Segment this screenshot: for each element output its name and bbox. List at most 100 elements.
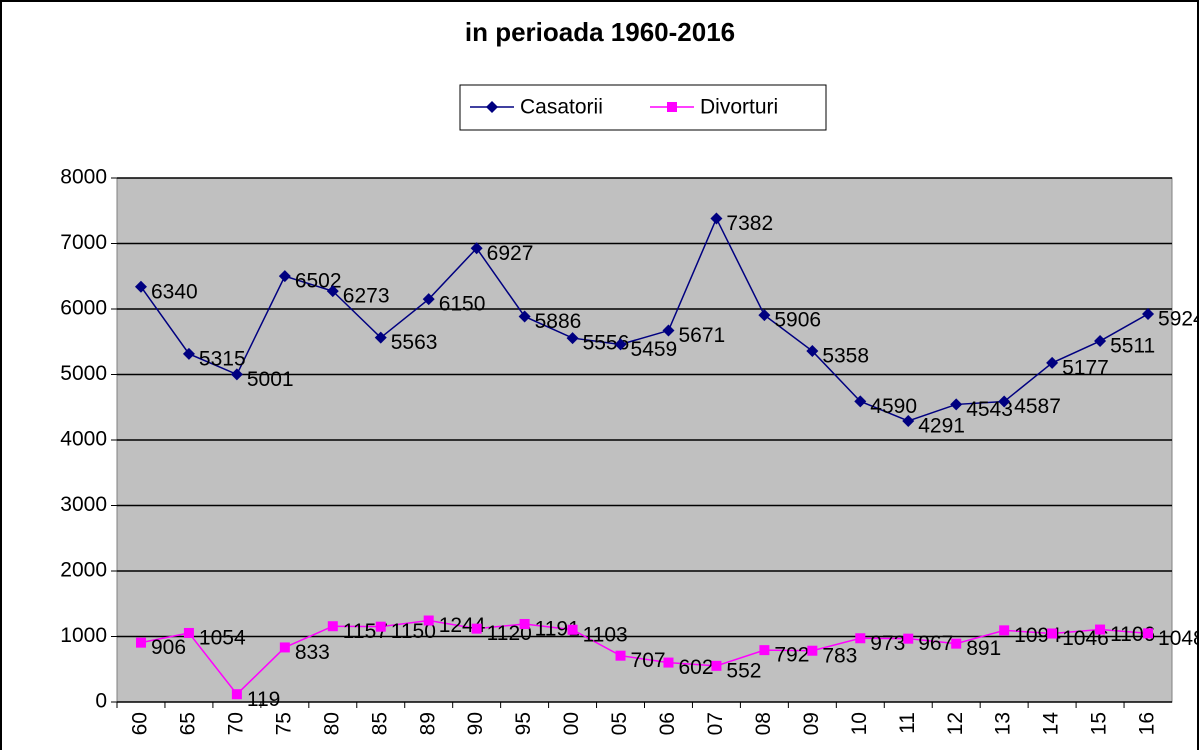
data-label: 783 [822,644,857,667]
data-label: 5459 [631,338,678,361]
x-tick-label: 85 [368,712,391,735]
marker [375,621,386,632]
marker [135,637,146,648]
legend-label: Divorturi [700,96,778,119]
marker [710,212,723,225]
marker [999,625,1010,636]
marker [998,395,1011,408]
x-tick-label: 14 [1040,712,1063,736]
x-tick-label: 80 [320,712,343,735]
marker [470,242,483,255]
x-tick-label: 07 [704,712,727,735]
y-tick-label: 4000 [60,428,107,451]
data-label: 792 [774,644,809,667]
data-label: 891 [966,637,1001,660]
y-tick-label: 6000 [60,297,107,320]
marker [326,285,339,298]
data-label: 5001 [247,368,294,391]
series-line [140,619,1149,696]
marker [806,345,819,358]
data-label: 5511 [1110,335,1155,358]
data-label: 5315 [199,347,246,370]
marker [230,368,243,381]
marker [279,642,290,653]
x-tick-label: 08 [752,712,775,735]
marker [662,324,675,337]
marker [614,338,627,351]
data-label: 6273 [343,285,390,308]
marker [374,331,387,344]
data-label: 119 [247,688,280,711]
data-label: 967 [918,632,953,655]
x-tick-label: 95 [512,712,535,735]
marker [758,309,771,322]
data-label: 1103 [583,623,628,646]
marker [711,660,722,671]
data-label: 1048 [1158,627,1199,650]
marker [615,650,626,661]
marker [1046,356,1059,369]
x-tick-label: 09 [800,712,823,735]
x-tick-label: 05 [608,712,631,735]
data-label: 6502 [295,270,342,293]
x-tick-label: 89 [416,712,439,735]
marker [519,618,530,629]
data-label: 1150 [391,620,436,643]
marker [1094,335,1107,348]
chart-title: in perioada 1960-2016 [465,17,735,47]
data-label: 707 [631,649,666,672]
marker [278,270,291,283]
marker [486,101,498,113]
x-tick-label: 65 [176,712,199,735]
x-tick-label: 00 [560,712,583,735]
data-label: 906 [151,636,186,659]
data-label: 5177 [1062,356,1109,379]
marker [663,657,674,668]
series-line [140,216,1149,422]
data-label: 6150 [439,293,486,316]
marker [1142,307,1155,320]
data-label: 552 [726,659,761,682]
data-label: 602 [678,656,713,679]
x-tick-label: 70 [224,712,247,735]
y-tick-label: 0 [95,690,107,713]
x-tick-label: 06 [656,712,679,735]
x-tick-label: 60 [129,712,152,735]
x-tick-label: 90 [464,712,487,735]
marker [902,414,915,427]
y-tick-label: 1000 [60,624,107,647]
data-label: 4590 [870,395,917,418]
x-tick-label: 11 [896,712,919,734]
marker [183,627,194,638]
marker [855,633,866,644]
data-label: 5671 [678,324,725,347]
marker [471,623,482,634]
marker [903,633,914,644]
marker [1143,628,1154,639]
x-tick-label: 16 [1136,712,1159,735]
marker [422,293,435,306]
marker [1047,628,1058,639]
marker [951,638,962,649]
marker [231,689,242,700]
data-label: 4587 [1014,395,1061,418]
marker [566,332,579,345]
data-label: 5924 [1158,308,1199,331]
marker [854,395,867,408]
data-label: 5358 [822,345,869,368]
marker [759,645,770,656]
marker [807,645,818,656]
y-tick-label: 2000 [60,559,107,582]
legend-box [459,84,827,131]
data-label: 1191 [535,618,580,641]
y-tick-label: 3000 [60,493,107,516]
x-tick-label: 75 [272,712,295,735]
marker [134,280,147,293]
y-tick-label: 7000 [60,231,107,254]
x-tick-label: 10 [848,712,871,735]
data-label: 5906 [774,309,821,332]
data-label: 1054 [199,627,246,650]
legend-label: Casatorii [520,96,603,119]
x-tick-label: 13 [992,712,1015,735]
